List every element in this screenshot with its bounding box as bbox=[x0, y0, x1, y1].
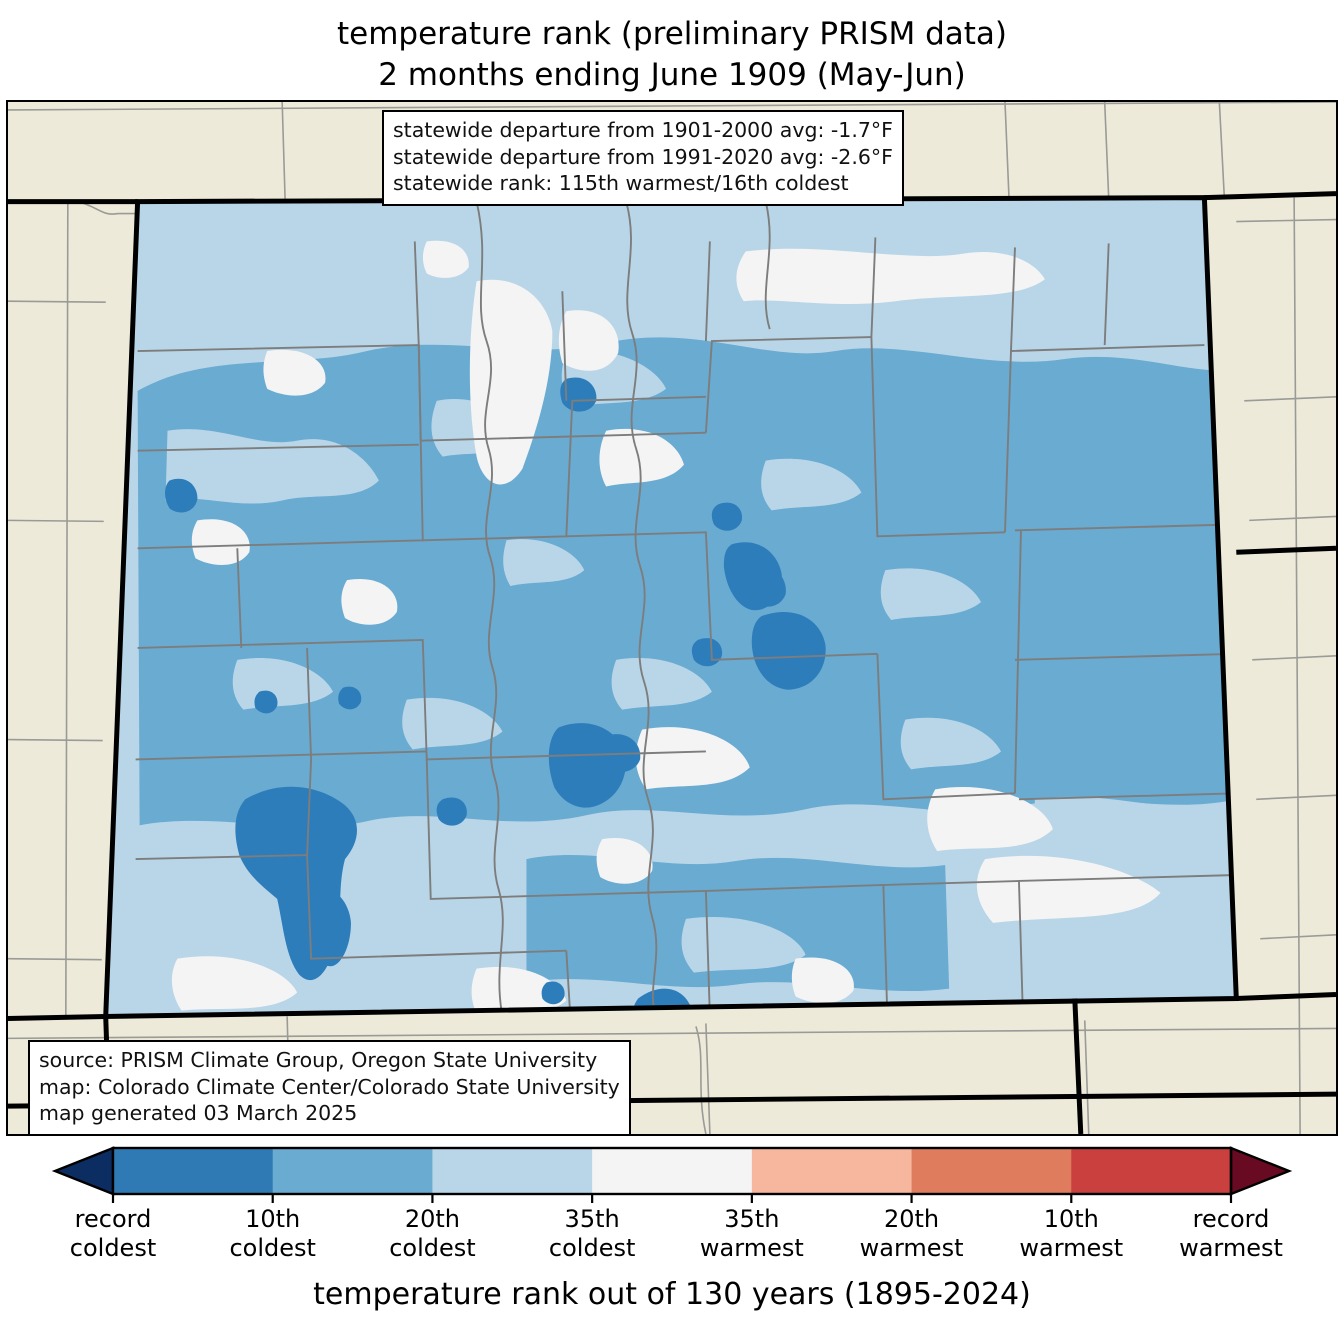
stats-statewide-rank: statewide rank: 115th warmest/16th colde… bbox=[393, 171, 849, 195]
colorbar-label-bottom-6: warmest bbox=[1019, 1234, 1124, 1262]
colorbar-label-1: 10th coldest bbox=[229, 1205, 315, 1263]
map-credit-line: map: Colorado Climate Center/Colorado St… bbox=[39, 1074, 620, 1099]
colorbar-label-top-7: record bbox=[1192, 1205, 1270, 1233]
colorbar-label-bottom-0: coldest bbox=[69, 1234, 157, 1262]
source-line: source: PRISM Climate Group, Oregon Stat… bbox=[39, 1048, 598, 1072]
colorbar-label-top-2: 20th bbox=[404, 1205, 460, 1233]
temperature-rank-contours bbox=[105, 197, 1237, 1017]
colorbar-label-0: record coldest bbox=[70, 1205, 156, 1263]
source-credits-box: source: PRISM Climate Group, Oregon Stat… bbox=[28, 1040, 631, 1136]
map-figure bbox=[6, 100, 1338, 1136]
colorbar-under-arrow bbox=[51, 1146, 115, 1196]
colorbar-label-bottom-2: coldest bbox=[389, 1234, 476, 1262]
colorbar-label-top-1: 10th bbox=[245, 1205, 301, 1233]
colorbar-label-bottom-4: warmest bbox=[699, 1234, 804, 1262]
title-line-1: temperature rank (preliminary PRISM data… bbox=[336, 16, 1007, 52]
colorbar-label-top-0: record bbox=[74, 1205, 152, 1233]
colorbar-label-4: 35th warmest bbox=[700, 1205, 804, 1263]
colorbar-label-top-3: 35th bbox=[564, 1205, 620, 1233]
colorbar-label-bottom-5: warmest bbox=[859, 1234, 964, 1262]
colorbar-label-top-4: 35th bbox=[724, 1205, 780, 1233]
map-generated-line: map generated 03 March 2025 bbox=[39, 1101, 358, 1125]
colorbar-label-7: record warmest bbox=[1179, 1205, 1283, 1263]
colorbar-band-2 bbox=[432, 1148, 593, 1194]
colorbar-outline bbox=[111, 1146, 1233, 1196]
colorbar-band-1 bbox=[272, 1148, 434, 1194]
colorbar-label-bottom-3: coldest bbox=[548, 1234, 636, 1262]
colorbar-band-5 bbox=[911, 1148, 1072, 1194]
title-line-2: 2 months ending June 1909 (May-Jun) bbox=[378, 57, 966, 93]
page-title: temperature rank (preliminary PRISM data… bbox=[0, 14, 1344, 96]
neighbor-county-lines bbox=[8, 102, 1336, 1134]
colorbar-label-bottom-7: warmest bbox=[1179, 1234, 1283, 1262]
colorbar-label-bottom-1: coldest bbox=[229, 1234, 316, 1262]
colorbar-swatches bbox=[51, 1146, 1293, 1203]
stats-departure-1991-2020: statewide departure from 1991-2020 avg: … bbox=[393, 144, 893, 169]
colorbar-over-arrow bbox=[1229, 1146, 1293, 1196]
colorbar-caption: temperature rank out of 130 years (1895-… bbox=[313, 1277, 1031, 1312]
colorbar-tick-labels: record coldest 10th coldest 20th coldest 35th c… bbox=[0, 1205, 1344, 1267]
colorado-county-lines bbox=[135, 201, 1237, 1017]
colorbar bbox=[0, 1144, 1344, 1204]
stats-departure-1901-2000: statewide departure from 1901-2000 avg: … bbox=[393, 118, 893, 142]
colorado-temperature-rank-map bbox=[8, 102, 1336, 1134]
colorbar-label-5: 20th warmest bbox=[860, 1205, 964, 1263]
colorbar-band-3 bbox=[592, 1148, 753, 1194]
colorbar-band-4 bbox=[751, 1148, 913, 1194]
colorbar-band-6 bbox=[1071, 1148, 1232, 1194]
colorbar-label-top-5: 20th bbox=[883, 1205, 940, 1233]
colorbar-band-0 bbox=[113, 1148, 274, 1194]
colorbar-label-6: 10th warmest bbox=[1019, 1205, 1123, 1263]
colorbar-label-top-6: 10th bbox=[1043, 1205, 1099, 1233]
statewide-stats-box: statewide departure from 1901-2000 avg: … bbox=[382, 110, 904, 206]
colorbar-label-3: 35th coldest bbox=[549, 1205, 635, 1263]
colorbar-label-2: 20th coldest bbox=[389, 1205, 475, 1263]
